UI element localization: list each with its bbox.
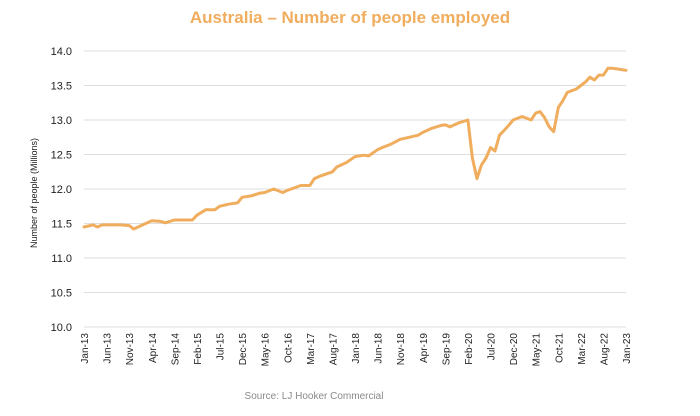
- x-tick-label: Jan-13: [80, 333, 91, 364]
- x-tick-label: Dec-20: [509, 333, 520, 366]
- x-tick-label: Dec-15: [238, 333, 249, 366]
- x-tick-label: Sep-14: [170, 333, 181, 366]
- x-tick-label: Mar-17: [306, 333, 317, 365]
- x-tick-label: Apr-19: [419, 333, 430, 363]
- x-tick-label: Sep-19: [441, 333, 452, 366]
- y-tick-label: 11.0: [51, 253, 72, 265]
- x-tick-label: Nov-13: [125, 333, 136, 366]
- x-tick-label: Nov-18: [396, 333, 407, 366]
- x-tick-label: May-16: [261, 333, 272, 367]
- y-tick-label: 14.0: [51, 46, 72, 58]
- gridlines: [84, 50, 626, 328]
- x-tick-label: Jul-15: [216, 333, 227, 361]
- x-tick-label: Jun-18: [374, 333, 385, 364]
- y-tick-label: 11.5: [51, 219, 72, 231]
- y-tick-label: 13.5: [51, 81, 72, 93]
- x-tick-label: Aug-22: [599, 333, 610, 366]
- x-tick-label: Mar-22: [577, 333, 588, 365]
- y-tick-label: 12.0: [51, 184, 72, 196]
- y-tick-label: 13.0: [51, 115, 72, 127]
- x-tick-label: Jun-13: [103, 333, 114, 364]
- x-tick-label: Feb-20: [464, 333, 475, 365]
- y-tick-label: 12.5: [51, 150, 72, 162]
- x-tick-label: Jul-20: [487, 333, 498, 361]
- x-tick-label: May-21: [532, 333, 543, 367]
- chart-title: Australia – Number of people employed: [189, 8, 511, 27]
- y-axis-ticks: 10.0 10.5 11.0 11.5 12.0 12.5 13.0 13.5 14.0: [51, 46, 72, 334]
- x-tick-label: Aug-17: [328, 333, 339, 366]
- x-tick-label: Jan-23: [622, 333, 633, 364]
- x-tick-label: Jan-18: [351, 333, 362, 364]
- x-tick-label: Oct-16: [283, 333, 294, 363]
- series-line: [82, 66, 628, 231]
- series-layer: [82, 66, 628, 231]
- y-axis-label: Number of people (Millions): [29, 138, 39, 248]
- x-tick-label: Apr-14: [148, 333, 159, 363]
- y-tick-label: 10.5: [51, 288, 72, 300]
- x-tick-label: Oct-21: [554, 333, 565, 363]
- x-axis-ticks: Jan-13 Jun-13 Nov-13 Apr-14 Sep-14 Feb-15 Jul-…: [80, 333, 633, 367]
- x-tick-label: Feb-15: [193, 333, 204, 365]
- source-note: Source: LJ Hooker Commercial: [244, 391, 384, 402]
- y-tick-label: 10.0: [51, 322, 72, 334]
